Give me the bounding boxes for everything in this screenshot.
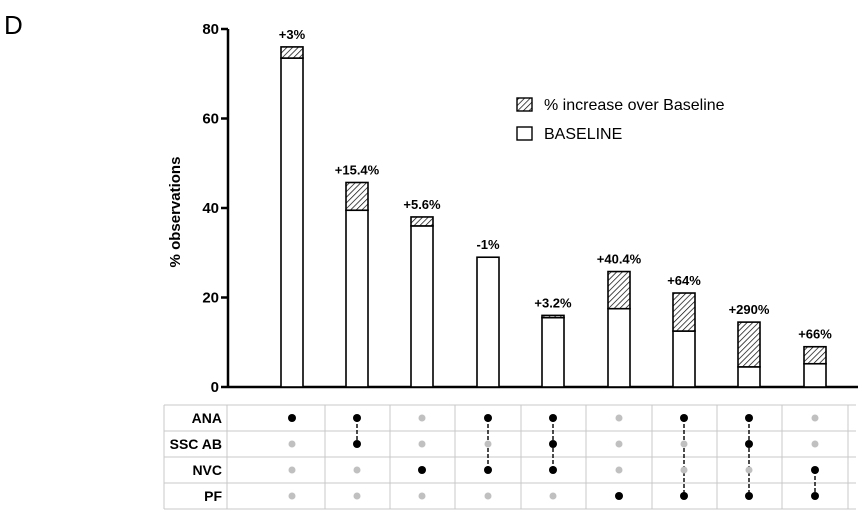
panel-letter: D [4, 10, 23, 40]
baseline-bar [737, 366, 761, 388]
matrix-dot-active [353, 414, 361, 422]
matrix-dot-active [745, 440, 753, 448]
matrix-dot-inactive [288, 440, 296, 448]
baseline-bar [803, 362, 827, 388]
matrix-dot-inactive [418, 492, 426, 500]
y-tick-label: 0 [211, 379, 219, 396]
increase-bar [345, 181, 369, 212]
matrix-row-label: PF [204, 488, 222, 504]
increase-bar [410, 216, 434, 227]
matrix-dot-active [549, 466, 557, 474]
baseline-bar [672, 330, 696, 388]
data-label: +15.4% [335, 162, 380, 177]
baseline-bar [476, 256, 500, 388]
matrix-dot-active [615, 492, 623, 500]
intersection-matrix: ANA SSC AB NVC PF [163, 404, 856, 510]
matrix-dot-inactive [615, 414, 623, 422]
data-label: +3.2% [534, 295, 572, 310]
legend-entry: % increase over Baseline [544, 97, 725, 114]
matrix-dot-inactive [615, 440, 623, 448]
matrix-dot-inactive [484, 440, 492, 448]
data-label: +290% [729, 302, 770, 317]
increase-bar [280, 46, 304, 59]
matrix-dot-active [811, 466, 819, 474]
legend-swatch [516, 97, 533, 112]
matrix-dot-inactive [811, 440, 819, 448]
data-label: +64% [667, 273, 701, 288]
matrix-dot-inactive [288, 492, 296, 500]
y-tick-label: 40 [202, 200, 219, 217]
y-tick-label: 20 [202, 290, 219, 307]
baseline-bar [541, 316, 565, 388]
matrix-dot-inactive [549, 492, 557, 500]
matrix-dot-active [680, 492, 688, 500]
data-label: +5.6% [403, 197, 441, 212]
data-label: -1% [476, 237, 500, 252]
data-label: +3% [279, 27, 306, 42]
matrix-dot-inactive [353, 466, 361, 474]
increase-bar [803, 345, 827, 365]
y-axis-label: % observations [167, 157, 184, 268]
increase-bar [607, 270, 631, 310]
matrix-dot-inactive [288, 466, 296, 474]
data-label: +40.4% [597, 252, 642, 267]
matrix-dot-inactive [680, 466, 688, 474]
increase-bar [541, 314, 565, 319]
matrix-dot-active [811, 492, 819, 500]
matrix-dot-active [484, 414, 492, 422]
baseline-bar [345, 209, 369, 388]
y-tick-label: 60 [202, 111, 219, 128]
baseline-bar [410, 225, 434, 388]
matrix-dot-active [745, 492, 753, 500]
matrix-dot-inactive [680, 440, 688, 448]
matrix-row-label: NVC [192, 462, 222, 478]
matrix-dot-active [288, 414, 296, 422]
matrix-dot-inactive [418, 440, 426, 448]
increase-bar [737, 321, 761, 368]
matrix-row-label: ANA [192, 410, 222, 426]
matrix-dot-inactive [484, 492, 492, 500]
matrix-dot-active [680, 414, 688, 422]
matrix-dot-active [353, 440, 361, 448]
bars: +3% +15.4% +5.6% -1% +3.2% +40.4% +64% +290% +66… [279, 27, 832, 388]
matrix-dot-active [418, 466, 426, 474]
increase-bar [672, 292, 696, 332]
matrix-dot-inactive [811, 414, 819, 422]
legend: % increase over Baseline BASELINE [516, 97, 725, 143]
matrix-dot-inactive [353, 492, 361, 500]
data-label: +66% [798, 327, 832, 342]
matrix-dot-active [484, 466, 492, 474]
legend-entry: BASELINE [544, 126, 622, 143]
baseline-bar [607, 307, 631, 388]
matrix-dot-active [549, 440, 557, 448]
baseline-bar [280, 57, 304, 388]
matrix-dot-active [549, 414, 557, 422]
matrix-dot-inactive [418, 414, 426, 422]
matrix-dot-inactive [615, 466, 623, 474]
matrix-dot-inactive [745, 466, 753, 474]
matrix-dot-active [745, 414, 753, 422]
y-tick-label: 80 [202, 21, 219, 38]
legend-swatch [516, 126, 533, 141]
matrix-row-label: SSC AB [170, 436, 222, 452]
